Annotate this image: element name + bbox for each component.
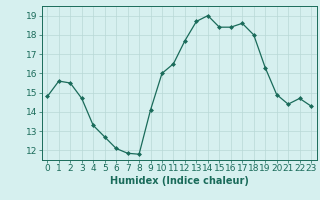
X-axis label: Humidex (Indice chaleur): Humidex (Indice chaleur) [110, 176, 249, 186]
